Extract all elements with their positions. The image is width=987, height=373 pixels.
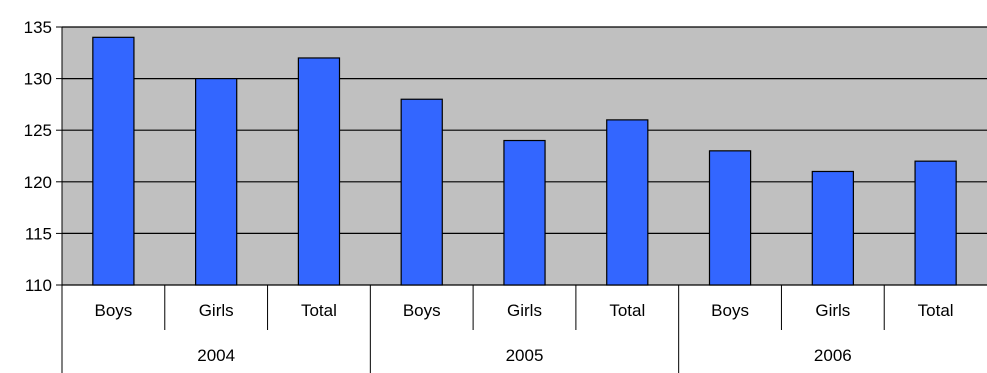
x-category-label: Boys (711, 301, 749, 320)
bar-2004-boys (92, 36, 135, 286)
x-category-label: Boys (94, 301, 132, 320)
x-category-label: Total (918, 301, 954, 320)
y-tick-label: 125 (24, 121, 52, 140)
x-category-label: Girls (507, 301, 542, 320)
y-tick-label: 120 (24, 173, 52, 192)
x-axis: Boys Girls Total 2004 Boys Girls Total 2005 Boys… (61, 284, 987, 373)
bar-2004-girls (195, 77, 238, 286)
bar-2006-total (914, 160, 957, 286)
bar-2004-total (297, 57, 341, 286)
y-tick-label: 130 (24, 70, 52, 89)
bar-2005-girls (503, 139, 546, 286)
x-category-label: Total (301, 301, 337, 320)
y-tick-label: 115 (25, 224, 52, 243)
y-tick-label: 110 (25, 276, 52, 295)
x-group-label: 2004 (197, 346, 235, 365)
x-group-label: 2005 (506, 346, 544, 365)
x-group-label: 2006 (814, 346, 852, 365)
bar-2006-girls (811, 170, 854, 286)
bar-2005-total (606, 119, 649, 286)
y-axis: 110 115 120 125 130 135 (24, 18, 63, 295)
x-category-label: Girls (199, 301, 234, 320)
x-category-label: Girls (815, 301, 850, 320)
bar-2005-boys (400, 98, 443, 286)
bar-2006-boys (708, 150, 752, 286)
y-tick-label: 135 (24, 18, 52, 37)
x-category-label: Boys (403, 301, 441, 320)
x-category-label: Total (609, 301, 645, 320)
bars (92, 36, 957, 286)
